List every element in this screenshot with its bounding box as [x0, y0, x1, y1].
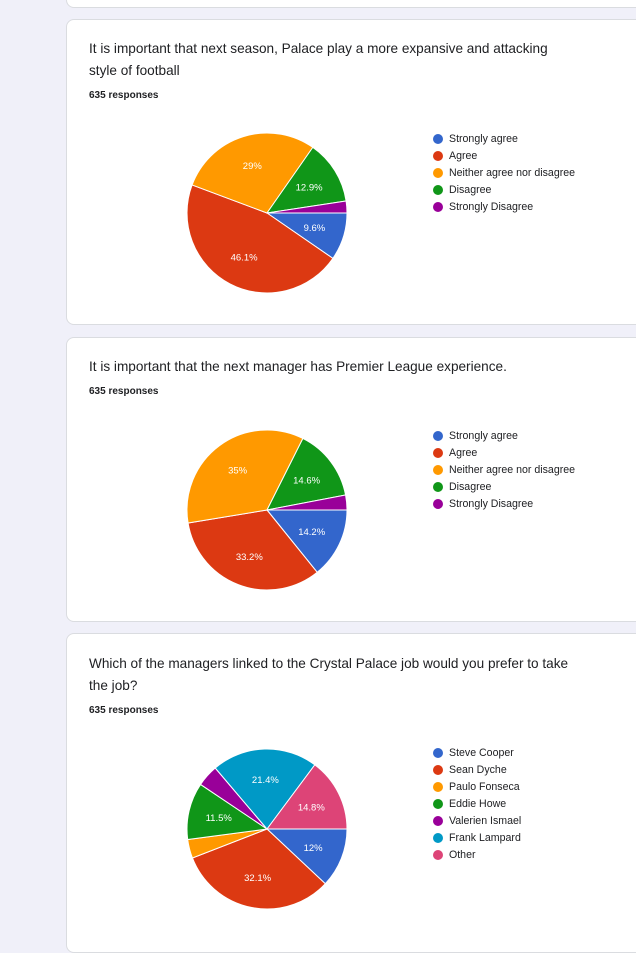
legend-label: Disagree — [449, 183, 492, 196]
legend-label: Paulo Fonseca — [449, 780, 520, 793]
legend-swatch — [433, 430, 443, 441]
pie-slice-label: 11.5% — [206, 813, 233, 824]
pie-slice-label: 46.1% — [231, 253, 258, 264]
legend-item-neither-agree-nor-disagree[interactable]: Neither agree nor disagree — [433, 164, 575, 181]
legend-swatch — [433, 150, 443, 161]
question-title: It is important that next season, Palace… — [89, 41, 548, 78]
chart-legend: Strongly agree Agree Neither agree nor dis… — [433, 427, 575, 512]
legend-item-strongly-agree[interactable]: Strongly agree — [433, 427, 575, 444]
legend-label: Frank Lampard — [449, 831, 521, 844]
pie-slice-disagree[interactable] — [265, 146, 347, 214]
pie-slice-strongly-agree[interactable] — [265, 509, 348, 573]
pie-slice-agree[interactable] — [186, 184, 334, 294]
legend-label: Strongly Disagree — [449, 200, 534, 213]
legend-swatch — [433, 167, 443, 178]
legend-item-sean-dyche[interactable]: Sean Dyche — [433, 761, 521, 778]
pie-slice-sean-dyche[interactable] — [191, 828, 327, 910]
legend-item-other[interactable]: Other — [433, 846, 521, 863]
legend-swatch — [433, 815, 443, 826]
chart-legend: Steve Cooper Sean Dyche Paulo Fonseca Eddie… — [433, 744, 521, 863]
legend-item-agree[interactable]: Agree — [433, 147, 575, 164]
legend-item-paulo-fonseca[interactable]: Paulo Fonseca — [433, 778, 521, 795]
legend-swatch — [433, 764, 443, 775]
pie-slice-agree[interactable] — [187, 509, 318, 591]
question-card-1: It is important that next season, Palace… — [66, 19, 636, 325]
legend-swatch — [433, 781, 443, 792]
legend-item-neither-agree-nor-disagree[interactable]: Neither agree nor disagree — [433, 461, 575, 478]
pie-slice-label: 21.4% — [252, 775, 279, 786]
question-card-2: It is important that the next manager ha… — [66, 337, 636, 622]
legend-swatch — [433, 201, 443, 212]
response-count: 635 responses — [89, 386, 159, 397]
legend-label: Agree — [449, 446, 478, 459]
legend-label: Steve Cooper — [449, 746, 514, 759]
legend-label: Eddie Howe — [449, 797, 507, 810]
pie-slice-label: 29% — [243, 161, 263, 172]
pie-slice-strongly-disagree[interactable] — [266, 494, 348, 511]
previous-question-card — [66, 0, 636, 8]
pie-slice-disagree[interactable] — [266, 437, 347, 511]
legend-item-frank-lampard[interactable]: Frank Lampard — [433, 829, 521, 846]
legend-item-disagree[interactable]: Disagree — [433, 478, 575, 495]
pie-slice-label: 9.6% — [304, 223, 326, 234]
chart-legend: Strongly agree Agree Neither agree nor dis… — [433, 130, 575, 215]
pie-slice-other[interactable] — [266, 764, 348, 830]
legend-item-valerien-ismael[interactable]: Valerien Ismael — [433, 812, 521, 829]
legend-label: Strongly agree — [449, 132, 518, 145]
legend-label: Neither agree nor disagree — [449, 166, 576, 179]
legend-label: Valerien Ismael — [449, 814, 522, 827]
legend-swatch — [433, 464, 443, 475]
legend-swatch — [433, 849, 443, 860]
legend-label: Neither agree nor disagree — [449, 463, 576, 476]
legend-item-strongly-agree[interactable]: Strongly agree — [433, 130, 575, 147]
pie-slice-label: 14.6% — [293, 476, 320, 487]
legend-item-agree[interactable]: Agree — [433, 444, 575, 461]
pie-slice-label: 12% — [304, 843, 324, 854]
question-card-3: Which of the managers linked to the Crys… — [66, 633, 636, 953]
legend-item-steve-cooper[interactable]: Steve Cooper — [433, 744, 521, 761]
question-title: It is important that the next manager ha… — [89, 359, 507, 374]
legend-item-disagree[interactable]: Disagree — [433, 181, 575, 198]
pie-chart: 14.2% 33.2% 35% 14.6% — [186, 429, 348, 591]
legend-label: Disagree — [449, 480, 492, 493]
pie-slice-steve-cooper[interactable] — [265, 828, 348, 885]
pie-slice-label: 35% — [228, 466, 248, 477]
legend-label: Strongly agree — [449, 429, 518, 442]
pie-slice-neither-agree-nor-disagree[interactable] — [186, 429, 304, 524]
legend-swatch — [433, 184, 443, 195]
question-title: Which of the managers linked to the Crys… — [89, 656, 569, 693]
legend-item-strongly-disagree[interactable]: Strongly Disagree — [433, 198, 575, 215]
legend-swatch — [433, 747, 443, 758]
pie-slice-neither-agree-nor-disagree[interactable] — [191, 132, 314, 214]
legend-swatch — [433, 481, 443, 492]
legend-swatch — [433, 498, 443, 509]
pie-chart: 12% 32.1% 11.5% 21.4% 14.8% — [186, 748, 348, 910]
legend-label: Sean Dyche — [449, 763, 507, 776]
legend-label: Other — [449, 848, 476, 861]
pie-slice-strongly-disagree[interactable] — [266, 200, 348, 214]
legend-label: Strongly Disagree — [449, 497, 534, 510]
legend-swatch — [433, 798, 443, 809]
pie-slice-frank-lampard[interactable] — [214, 748, 316, 830]
pie-slice-label: 33.2% — [236, 552, 263, 563]
pie-slice-label: 12.9% — [296, 182, 323, 193]
pie-slice-label: 14.8% — [298, 802, 325, 813]
legend-label: Agree — [449, 149, 478, 162]
pie-chart: 9.6% 46.1% 29% 12.9% — [186, 132, 348, 294]
pie-slice-label: 14.2% — [298, 527, 325, 538]
pie-slice-label: 32.1% — [244, 873, 271, 884]
response-count: 635 responses — [89, 705, 159, 716]
legend-item-strongly-disagree[interactable]: Strongly Disagree — [433, 495, 575, 512]
legend-item-eddie-howe[interactable]: Eddie Howe — [433, 795, 521, 812]
legend-swatch — [433, 133, 443, 144]
legend-swatch — [433, 447, 443, 458]
response-count: 635 responses — [89, 90, 159, 101]
legend-swatch — [433, 832, 443, 843]
